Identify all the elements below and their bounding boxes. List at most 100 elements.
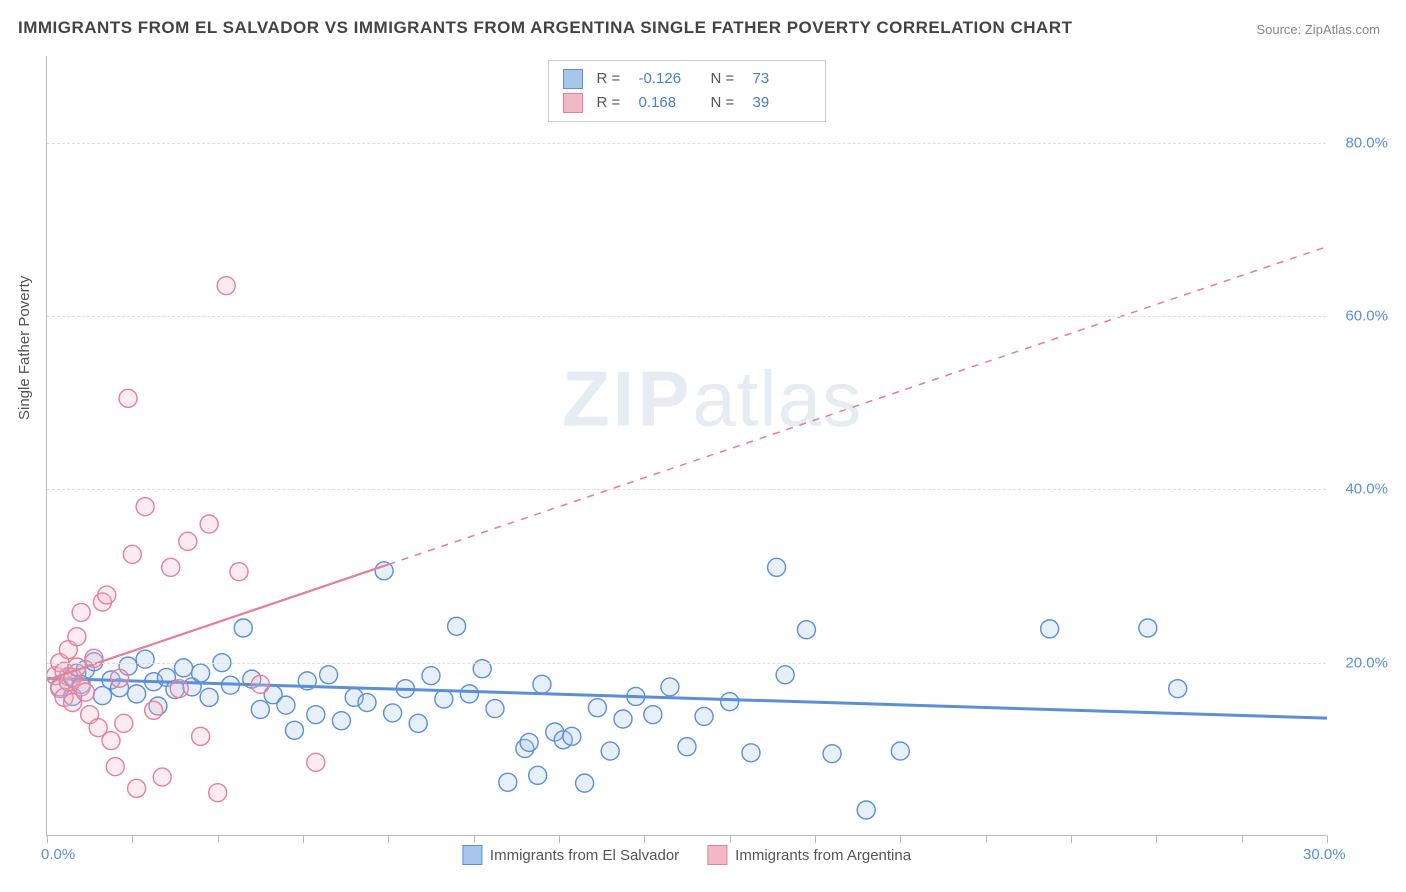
- data-point: [111, 669, 129, 687]
- legend-label: Immigrants from Argentina: [735, 847, 911, 864]
- x-tick: [132, 835, 133, 843]
- data-point: [332, 712, 350, 730]
- data-point: [115, 714, 133, 732]
- data-point: [170, 680, 188, 698]
- x-tick: [1156, 835, 1157, 843]
- legend-row: R =-0.126N =73: [563, 67, 811, 91]
- x-tick: [1327, 835, 1328, 843]
- y-tick-label: 40.0%: [1345, 481, 1388, 498]
- data-point: [76, 683, 94, 701]
- data-point: [234, 619, 252, 637]
- data-point: [422, 667, 440, 685]
- data-point: [661, 678, 679, 696]
- legend-swatch: [563, 93, 583, 113]
- legend-n-value: 39: [753, 91, 811, 115]
- data-point: [563, 727, 581, 745]
- y-tick-label: 20.0%: [1345, 654, 1388, 671]
- x-tick: [815, 835, 816, 843]
- x-tick: [303, 835, 304, 843]
- legend-item: Immigrants from Argentina: [707, 845, 911, 865]
- legend-r-value: 0.168: [639, 91, 697, 115]
- data-point: [200, 688, 218, 706]
- legend-series: Immigrants from El Salvador Immigrants fr…: [462, 845, 911, 865]
- legend-correlation: R =-0.126N =73R =0.168N =39: [548, 60, 826, 122]
- x-tick: [388, 835, 389, 843]
- data-point: [320, 666, 338, 684]
- data-point: [128, 779, 146, 797]
- data-point: [721, 693, 739, 711]
- data-point: [251, 700, 269, 718]
- data-point: [460, 685, 478, 703]
- y-tick-label: 80.0%: [1345, 134, 1388, 151]
- gridline: [47, 489, 1326, 490]
- regression-line-extrapolated: [388, 247, 1327, 565]
- data-point: [409, 714, 427, 732]
- data-point: [98, 586, 116, 604]
- x-tick: [644, 835, 645, 843]
- gridline: [47, 143, 1326, 144]
- data-point: [448, 617, 466, 635]
- data-point: [192, 727, 210, 745]
- data-point: [776, 666, 794, 684]
- data-point: [695, 707, 713, 725]
- x-tick-label: 0.0%: [41, 846, 75, 863]
- gridline: [47, 663, 1326, 664]
- source-label: Source: ZipAtlas.com: [1256, 22, 1380, 37]
- data-point: [136, 498, 154, 516]
- y-tick-label: 60.0%: [1345, 308, 1388, 325]
- legend-r-label: R =: [597, 67, 625, 91]
- legend-swatch: [707, 845, 727, 865]
- data-point: [119, 389, 137, 407]
- data-point: [384, 704, 402, 722]
- data-point: [520, 733, 538, 751]
- data-point: [277, 696, 295, 714]
- data-point: [307, 706, 325, 724]
- data-point: [72, 603, 90, 621]
- data-point: [857, 801, 875, 819]
- data-point: [230, 563, 248, 581]
- regression-line: [47, 678, 1327, 718]
- legend-item: Immigrants from El Salvador: [462, 845, 679, 865]
- gridline: [47, 316, 1326, 317]
- data-point: [123, 545, 141, 563]
- data-point: [307, 753, 325, 771]
- data-point: [644, 706, 662, 724]
- x-tick: [1242, 835, 1243, 843]
- x-tick: [559, 835, 560, 843]
- data-point: [209, 784, 227, 802]
- scatter-svg: [47, 56, 1327, 836]
- data-point: [285, 721, 303, 739]
- data-point: [102, 732, 120, 750]
- legend-swatch: [563, 69, 583, 89]
- data-point: [576, 774, 594, 792]
- x-tick: [900, 835, 901, 843]
- legend-r-value: -0.126: [639, 67, 697, 91]
- data-point: [192, 664, 210, 682]
- data-point: [1139, 619, 1157, 637]
- data-point: [1169, 680, 1187, 698]
- data-point: [145, 701, 163, 719]
- data-point: [251, 675, 269, 693]
- x-tick: [218, 835, 219, 843]
- data-point: [106, 758, 124, 776]
- data-point: [797, 621, 815, 639]
- legend-n-label: N =: [711, 67, 739, 91]
- data-point: [588, 699, 606, 717]
- data-point: [678, 738, 696, 756]
- data-point: [486, 700, 504, 718]
- x-tick-label: 30.0%: [1303, 846, 1346, 863]
- data-point: [499, 773, 517, 791]
- plot-area: R =-0.126N =73R =0.168N =39 ZIPatlas Imm…: [46, 56, 1326, 836]
- data-point: [153, 768, 171, 786]
- data-point: [823, 745, 841, 763]
- legend-swatch: [462, 845, 482, 865]
- data-point: [768, 558, 786, 576]
- legend-label: Immigrants from El Salvador: [490, 847, 679, 864]
- data-point: [162, 558, 180, 576]
- data-point: [1041, 620, 1059, 638]
- data-point: [614, 710, 632, 728]
- x-tick: [730, 835, 731, 843]
- x-tick: [1071, 835, 1072, 843]
- data-point: [435, 690, 453, 708]
- legend-r-label: R =: [597, 91, 625, 115]
